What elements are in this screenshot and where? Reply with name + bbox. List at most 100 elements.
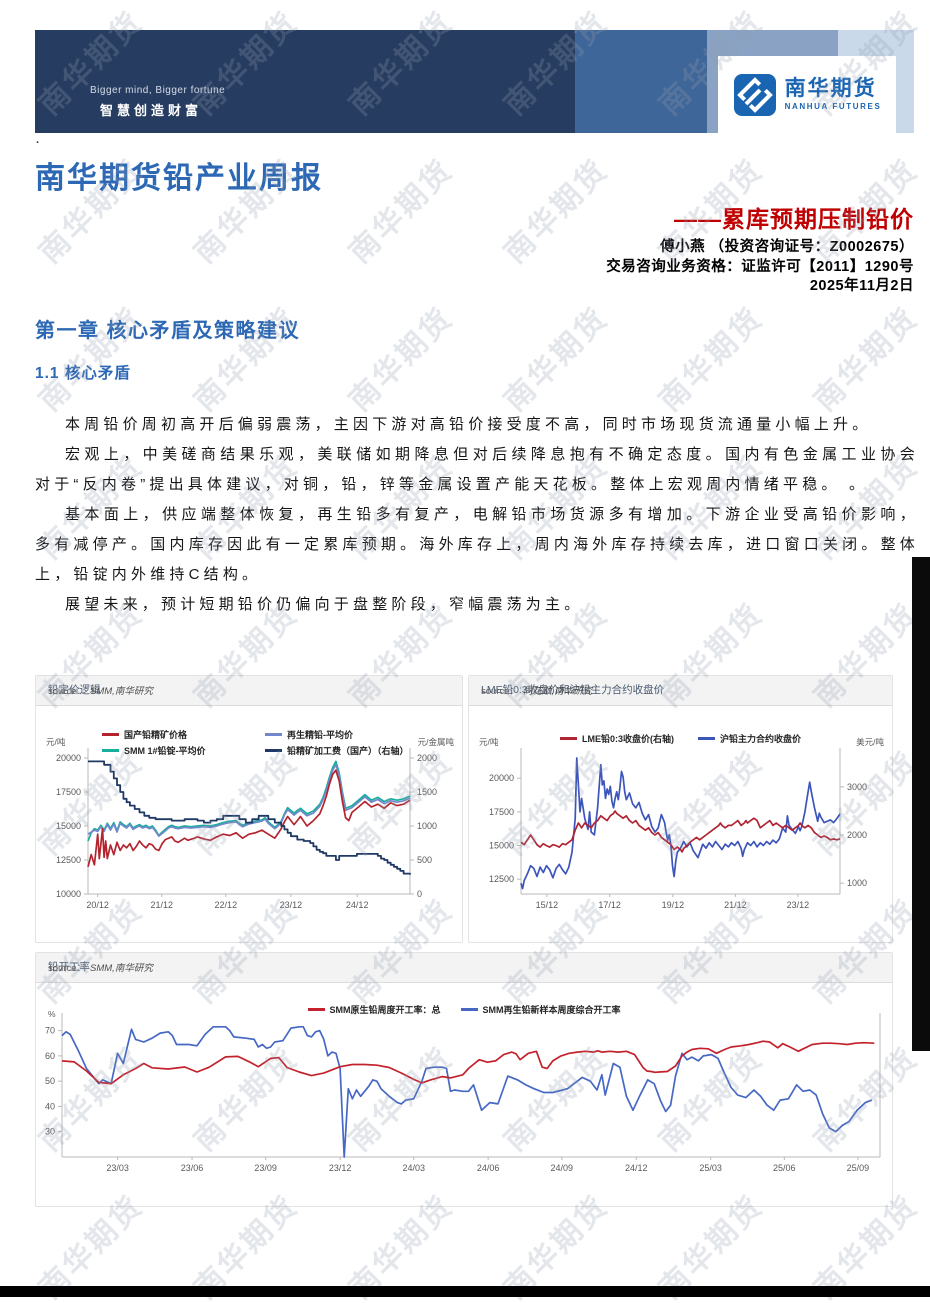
scrollbar-thumb[interactable]	[912, 557, 930, 1051]
brand-slogan: Bigger mind, Bigger fortune 智慧创造财富	[90, 85, 225, 119]
chart-svg: 12500 15000 17500 20000 1000 2000 3000 15/12 17/…	[489, 748, 867, 910]
left-axis-unit: %	[48, 1009, 56, 1019]
svg-text:24/12: 24/12	[625, 1163, 648, 1173]
svg-text:12500: 12500	[489, 874, 514, 884]
legend-label: SMM再生铅新样本周度综合开工率	[482, 1005, 621, 1015]
svg-text:25/03: 25/03	[699, 1163, 722, 1173]
series-line	[88, 760, 411, 875]
window-edge-bar	[0, 1286, 930, 1297]
paragraph: 基本面上，供应端整体恢复，再生铅多有复产，电解铅市场货源多有增加。下游企业受高铅…	[35, 506, 919, 583]
logo-text: 南华期货 NANHUA FUTURES	[784, 78, 882, 112]
right-axis-unit: 美元/吨	[856, 737, 884, 747]
author-line: 傅小燕 （投资咨询证号：Z0002675）	[660, 239, 914, 255]
legend-item: 沪铅主力合约收盘价	[697, 732, 801, 745]
svg-text:23/12: 23/12	[329, 1163, 352, 1173]
paragraph: 展望未来，预计短期铅价仍偏向于盘整阶段，窄幅震荡为主。	[65, 596, 584, 613]
svg-text:23/03: 23/03	[106, 1163, 129, 1173]
series-line	[520, 757, 841, 890]
chart-legend: SMM原生铅周度开工率：总 SMM再生铅新样本周度综合开工率	[36, 1003, 892, 1016]
watermark-text: 南华期货	[343, 301, 460, 418]
chart-card-title: 铅定价逻辑	[36, 676, 462, 706]
svg-text:20000: 20000	[489, 773, 514, 783]
chart-legend: 国产铅精矿价格 再生精铅-平均价 SMM 1#铅锭-平均价 铅精矿加工费（国产）（右轴…	[102, 728, 409, 757]
svg-text:19/12: 19/12	[662, 900, 685, 910]
series-line	[61, 1040, 875, 1085]
svg-text:23/09: 23/09	[254, 1163, 277, 1173]
svg-text:21/12: 21/12	[724, 900, 747, 910]
watermark-text: 南华期货	[498, 301, 615, 418]
stray-dot: .	[36, 134, 40, 146]
legend-item: SMM 1#铅锭-平均价	[102, 744, 265, 757]
svg-text:22/12: 22/12	[215, 900, 238, 910]
svg-text:24/06: 24/06	[477, 1163, 500, 1173]
source-note: source： 同花顺,南华研究	[481, 686, 593, 697]
body-text: 本周铅价周初高开后偏弱震荡，主因下游对高铅价接受度不高，同时市场现货流通量小幅上…	[35, 410, 919, 620]
svg-text:0: 0	[417, 889, 422, 899]
svg-text:24/03: 24/03	[402, 1163, 425, 1173]
svg-text:12500: 12500	[56, 855, 81, 865]
svg-text:1000: 1000	[417, 821, 437, 831]
chapter-heading: 第一章 核心矛盾及策略建议	[35, 320, 301, 342]
svg-text:21/12: 21/12	[150, 900, 173, 910]
svg-text:17500: 17500	[56, 787, 81, 797]
series-line	[61, 1025, 873, 1158]
banner-segment-blue	[575, 30, 707, 133]
chart-svg: 10000 12500 15000 17500 20000 0 500 1000 1500 200…	[56, 748, 437, 910]
banner-segment-dark: Bigger mind, Bigger fortune 智慧创造财富	[35, 30, 575, 133]
right-axis-unit: 元/金属吨	[417, 737, 454, 747]
svg-text:500: 500	[417, 855, 432, 865]
chart-legend: LME铅0:3收盘价(右轴) 沪铅主力合约收盘价	[469, 732, 892, 745]
svg-text:23/12: 23/12	[280, 900, 303, 910]
series-line	[87, 763, 411, 838]
legend-dash-icon	[102, 749, 119, 752]
series-line	[520, 810, 841, 853]
left-axis-unit: 元/吨	[46, 737, 66, 747]
legend-label: 沪铅主力合约收盘价	[719, 734, 801, 744]
svg-text:2000: 2000	[417, 753, 437, 763]
paragraph: 本周铅价周初高开后偏弱震荡，主因下游对高铅价接受度不高，同时市场现货流通量小幅上…	[65, 416, 872, 433]
chart-card-title: 铅开工率	[36, 953, 892, 983]
legend-item: 铅精矿加工费（国产）（右轴）	[265, 744, 409, 757]
chart-card-pricing-logic: 铅定价逻辑 元/吨 元/金属吨 10000 12500 15000 17500 2000…	[35, 675, 463, 943]
chart-card-operating-rate: 铅开工率 % 30 40 50 60 70 23/03 23/06 23/09 23/12 24/…	[35, 952, 893, 1207]
left-axis-unit: 元/吨	[479, 737, 499, 747]
svg-text:20/12: 20/12	[86, 900, 109, 910]
legend-item: SMM原生铅周度开工率：总	[307, 1003, 441, 1016]
legend-label: 国产铅精矿价格	[124, 730, 188, 740]
series-line	[87, 769, 411, 868]
svg-text:1500: 1500	[417, 787, 437, 797]
subsection-heading: 1.1 核心矛盾	[35, 365, 131, 382]
paragraph: 宏观上，中美磋商结果乐观，美联储如期降息但对后续降息抱有不确定态度。国内有色金属…	[35, 446, 919, 493]
source-note: source： SMM,南华研究	[48, 686, 153, 697]
report-title: 南华期货铅产业周报	[35, 162, 323, 195]
legend-label: SMM 1#铅锭-平均价	[124, 746, 206, 756]
watermark-text: 南华期货	[808, 301, 925, 418]
svg-text:23/12: 23/12	[787, 900, 810, 910]
report-subtitle: ——累库预期压制铅价	[674, 206, 914, 232]
chart-card-title: LME铅0:3收盘价和沪铅主力合约收盘价	[469, 676, 892, 706]
svg-text:70: 70	[45, 1026, 55, 1036]
report-date: 2025年11月2日	[809, 278, 914, 294]
brand-banner: Bigger mind, Bigger fortune 智慧创造财富 南华期货 …	[35, 30, 914, 133]
svg-text:2000: 2000	[847, 830, 867, 840]
watermark-text: 南华期货	[653, 301, 770, 418]
legend-dash-icon	[460, 1008, 478, 1011]
svg-text:20000: 20000	[56, 753, 81, 763]
svg-text:1000: 1000	[847, 878, 867, 888]
svg-text:24/12: 24/12	[346, 900, 369, 910]
legend-item: 再生精铅-平均价	[265, 728, 409, 741]
chart-svg: 30 40 50 60 70 23/03 23/06 23/09 23/12 24/03 24/06…	[45, 1013, 881, 1173]
source-note: source： SMM,南华研究	[48, 963, 153, 974]
slogan-cn: 智慧创造财富	[100, 103, 203, 118]
svg-text:15/12: 15/12	[536, 900, 559, 910]
legend-item: SMM再生铅新样本周度综合开工率	[460, 1003, 621, 1016]
logo-name-en: NANHUA FUTURES	[784, 102, 882, 111]
legend-label: 铅精矿加工费（国产）（右轴）	[287, 746, 409, 756]
legend-dash-icon	[265, 733, 282, 736]
svg-text:30: 30	[45, 1127, 55, 1137]
company-logo: 南华期货 NANHUA FUTURES	[718, 56, 896, 133]
svg-text:40: 40	[45, 1101, 55, 1111]
legend-dash-icon	[697, 737, 715, 740]
svg-text:24/09: 24/09	[551, 1163, 574, 1173]
